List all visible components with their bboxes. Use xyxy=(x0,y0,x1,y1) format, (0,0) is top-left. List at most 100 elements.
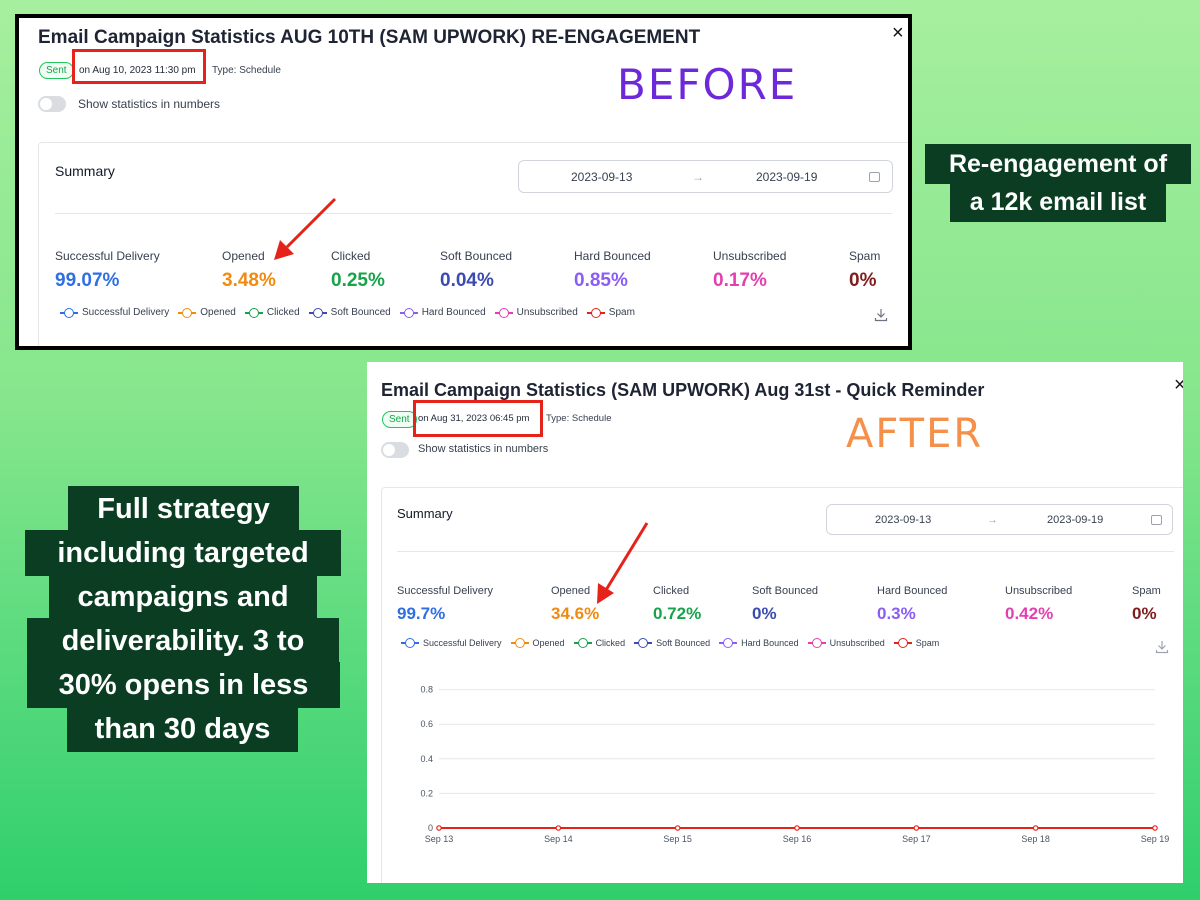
chart-legend: Successful Delivery Opened Clicked Soft Bou… xyxy=(60,307,644,318)
strategy-note-line-5: 30% opens in less xyxy=(27,662,340,708)
legend-label: Unsubscribed xyxy=(829,638,885,648)
data-point[interactable] xyxy=(436,825,442,831)
note-reengagement-line1: Re-engagement of xyxy=(925,144,1191,184)
legend-item-soft-bounced[interactable]: Soft Bounced xyxy=(634,638,710,648)
legend-item-opened[interactable]: Opened xyxy=(510,638,565,648)
legend-item-unsubscribed[interactable]: Unsubscribed xyxy=(494,307,578,318)
stat-value-soft-bounced: 0.04% xyxy=(440,270,494,291)
summary-divider xyxy=(55,213,892,214)
data-point[interactable] xyxy=(794,825,800,831)
stat-value-opened: 34.6% xyxy=(551,604,600,623)
date-range-picker[interactable]: 2023-09-13 → 2023-09-19 xyxy=(518,160,893,193)
legend-marker-icon xyxy=(494,307,513,318)
x-tick-label: Sep 16 xyxy=(783,834,812,844)
data-point[interactable] xyxy=(1032,825,1039,831)
sent-date: on Aug 31, 2023 06:45 pm xyxy=(418,413,530,424)
download-icon[interactable] xyxy=(874,308,888,322)
stats-numbers-toggle[interactable] xyxy=(381,442,409,458)
legend-item-hard-bounced[interactable]: Hard Bounced xyxy=(719,638,799,648)
stat-label-successful-delivery: Successful Delivery xyxy=(55,249,160,263)
legend-marker-icon xyxy=(510,638,529,648)
stat-label-clicked: Clicked xyxy=(653,585,690,597)
y-tick-label: 1 xyxy=(428,658,433,660)
status-badge: Sent xyxy=(382,411,417,428)
stat-label-hard-bounced: Hard Bounced xyxy=(877,585,948,597)
x-tick-label: Sep 18 xyxy=(1021,834,1050,844)
date-range-picker[interactable]: 2023-09-13 → 2023-09-19 xyxy=(826,504,1173,535)
legend-item-opened[interactable]: Opened xyxy=(178,307,236,318)
legend-marker-icon xyxy=(178,307,197,318)
stat-label-opened: Opened xyxy=(222,249,265,263)
legend-label: Spam xyxy=(608,307,635,318)
sent-date: on Aug 10, 2023 11:30 pm xyxy=(79,65,196,76)
range-end: 2023-09-19 xyxy=(756,169,818,184)
legend-item-clicked[interactable]: Clicked xyxy=(244,307,300,318)
strategy-note-line-3: campaigns and xyxy=(49,574,317,620)
legend-label: Spam xyxy=(915,638,940,648)
legend-marker-icon xyxy=(893,638,912,648)
data-point[interactable] xyxy=(674,825,681,831)
x-tick-label: Sep 13 xyxy=(425,834,454,844)
legend-item-hard-bounced[interactable]: Hard Bounced xyxy=(399,307,486,318)
data-point[interactable] xyxy=(555,825,562,831)
close-icon[interactable]: × xyxy=(1174,374,1183,396)
stat-label-successful-delivery: Successful Delivery xyxy=(397,585,493,597)
legend-item-successful-delivery[interactable]: Successful Delivery xyxy=(401,638,502,648)
data-point[interactable] xyxy=(1152,825,1158,831)
data-point[interactable] xyxy=(913,825,920,831)
range-arrow: → xyxy=(692,169,704,184)
legend-marker-icon xyxy=(634,638,653,648)
summary-card: Summary 2023-09-13 → 2023-09-19 Successf… xyxy=(38,142,908,346)
strategy-note-line-4: deliverability. 3 to xyxy=(27,618,339,664)
summary-card: Summary 2023-09-13 → 2023-09-19 Successf… xyxy=(381,487,1183,883)
stat-value-unsubscribed: 0.42% xyxy=(1005,604,1054,623)
summary-divider xyxy=(397,551,1174,552)
legend-label: Opened xyxy=(200,307,236,318)
legend-marker-icon xyxy=(308,307,327,318)
status-badge: Sent xyxy=(39,62,74,79)
stat-value-successful-delivery: 99.07% xyxy=(55,270,120,291)
legend-marker-icon xyxy=(399,307,418,318)
y-tick-label: 0.2 xyxy=(420,788,433,798)
legend-item-unsubscribed[interactable]: Unsubscribed xyxy=(807,638,885,648)
stat-value-spam: 0% xyxy=(849,270,877,291)
stats-numbers-toggle[interactable] xyxy=(38,96,66,112)
strategy-note-line-2: including targeted xyxy=(25,530,341,576)
campaign-title: Email Campaign Statistics AUG 10TH (SAM … xyxy=(38,27,701,48)
legend-item-spam[interactable]: Spam xyxy=(586,307,635,318)
before-stats-window: Email Campaign Statistics AUG 10TH (SAM … xyxy=(15,14,912,350)
legend-item-successful-delivery[interactable]: Successful Delivery xyxy=(60,307,169,318)
legend-marker-icon xyxy=(60,307,78,318)
stat-label-hard-bounced: Hard Bounced xyxy=(574,249,651,263)
legend-item-spam[interactable]: Spam xyxy=(893,638,940,648)
range-start: 2023-09-13 xyxy=(571,169,633,184)
legend-label: Soft Bounced xyxy=(330,307,391,318)
line-chart: 0 0.2 0.4 0.6 0.8 1 Sep 13 Sep 14 Sep 15 Sep 16 Se… xyxy=(420,658,1170,844)
stat-label-soft-bounced: Soft Bounced xyxy=(752,585,819,597)
stat-value-spam: 0% xyxy=(1132,604,1157,623)
calendar-icon[interactable] xyxy=(1151,514,1162,525)
calendar-icon[interactable] xyxy=(869,171,880,182)
y-tick-label: 0.6 xyxy=(420,719,433,729)
legend-marker-icon xyxy=(244,307,263,318)
legend-item-clicked[interactable]: Clicked xyxy=(573,638,625,648)
note-reengagement-line2: a 12k email list xyxy=(950,182,1166,222)
summary-title: Summary xyxy=(55,163,115,179)
stat-label-clicked: Clicked xyxy=(331,249,371,263)
summary-title: Summary xyxy=(397,506,453,521)
stat-label-soft-bounced: Soft Bounced xyxy=(440,249,513,263)
legend-item-soft-bounced[interactable]: Soft Bounced xyxy=(308,307,391,318)
stat-label-unsubscribed: Unsubscribed xyxy=(1005,585,1073,597)
stat-value-successful-delivery: 99.7% xyxy=(397,604,446,623)
x-tick-label: Sep 19 xyxy=(1141,834,1170,844)
strategy-note-line-1: Full strategy xyxy=(68,486,299,532)
legend-label: Clicked xyxy=(266,307,300,318)
stat-value-unsubscribed: 0.17% xyxy=(713,270,767,291)
legend-marker-icon xyxy=(573,638,592,648)
campaign-title: Email Campaign Statistics (SAM UPWORK) A… xyxy=(381,380,985,400)
legend-marker-icon xyxy=(401,638,419,648)
close-icon[interactable]: × xyxy=(892,22,904,44)
legend-marker-icon xyxy=(586,307,605,318)
download-icon[interactable] xyxy=(1155,640,1169,654)
legend-label: Unsubscribed xyxy=(516,307,578,318)
